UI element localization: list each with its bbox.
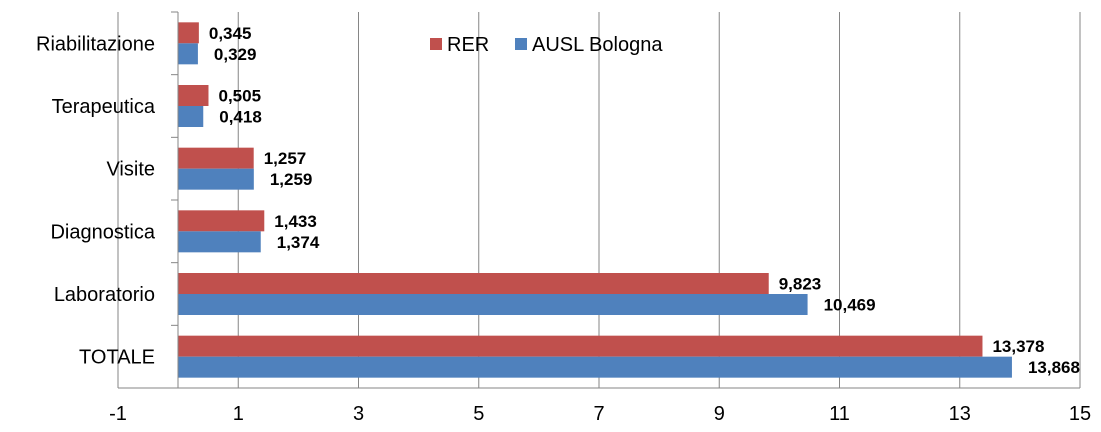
category-label: Riabilitazione <box>36 33 155 55</box>
data-label: 0,345 <box>209 24 252 43</box>
bars <box>178 22 1012 378</box>
legend: RER AUSL Bologna <box>430 34 663 56</box>
bar-rer <box>178 335 983 357</box>
x-tick-label: 9 <box>714 403 725 425</box>
category-label: TOTALE <box>79 347 155 369</box>
category-label: Terapeutica <box>52 96 156 118</box>
bar-rer <box>178 85 209 106</box>
x-tick-label: 11 <box>829 403 850 425</box>
x-tick-label: -1 <box>109 403 127 425</box>
gridlines <box>117 12 1081 388</box>
legend-label: AUSL Bologna <box>532 34 663 56</box>
data-label: 9,823 <box>779 275 822 294</box>
data-label: 13,868 <box>1028 358 1080 377</box>
axes <box>118 11 1080 389</box>
data-label: 10,469 <box>824 296 876 315</box>
bar-ausl-bologna <box>178 43 198 65</box>
data-label: 1,374 <box>277 233 320 252</box>
x-tick-label: 15 <box>1069 403 1091 425</box>
legend-swatch <box>430 38 442 50</box>
bar-rer <box>178 273 769 294</box>
data-label: 0,329 <box>214 45 257 64</box>
x-tick-label: 5 <box>473 403 484 425</box>
data-label: 0,505 <box>218 87 261 106</box>
category-label: Diagnostica <box>50 221 155 243</box>
category-label: Laboratorio <box>54 284 155 306</box>
x-tick-label: 13 <box>949 403 971 425</box>
bar-ausl-bologna <box>178 356 1012 378</box>
x-tick-label: 7 <box>593 403 604 425</box>
legend-swatch <box>515 38 527 50</box>
bar-ausl-bologna <box>178 294 808 315</box>
bar-rer <box>178 210 265 232</box>
bar-ausl-bologna <box>178 231 261 253</box>
category-labels: TOTALE Laboratorio Diagnostica Visite Terape… <box>36 33 156 368</box>
bar-ausl-bologna <box>178 168 254 190</box>
x-tick-label: 1 <box>233 403 244 425</box>
data-label: 1,257 <box>264 149 307 168</box>
legend-label: RER <box>447 34 489 56</box>
data-label: 1,433 <box>274 212 317 231</box>
data-label: 13,378 <box>992 337 1044 356</box>
bar-rer <box>178 147 254 169</box>
category-label: Visite <box>106 159 155 181</box>
bar-ausl-bologna <box>178 106 204 127</box>
data-label: 1,259 <box>270 170 313 189</box>
x-tick-label: 3 <box>353 403 364 425</box>
x-tick-labels: -1 1 3 5 7 9 11 13 15 <box>109 403 1091 425</box>
bar-rer <box>178 22 199 44</box>
data-label: 0,418 <box>219 108 262 127</box>
